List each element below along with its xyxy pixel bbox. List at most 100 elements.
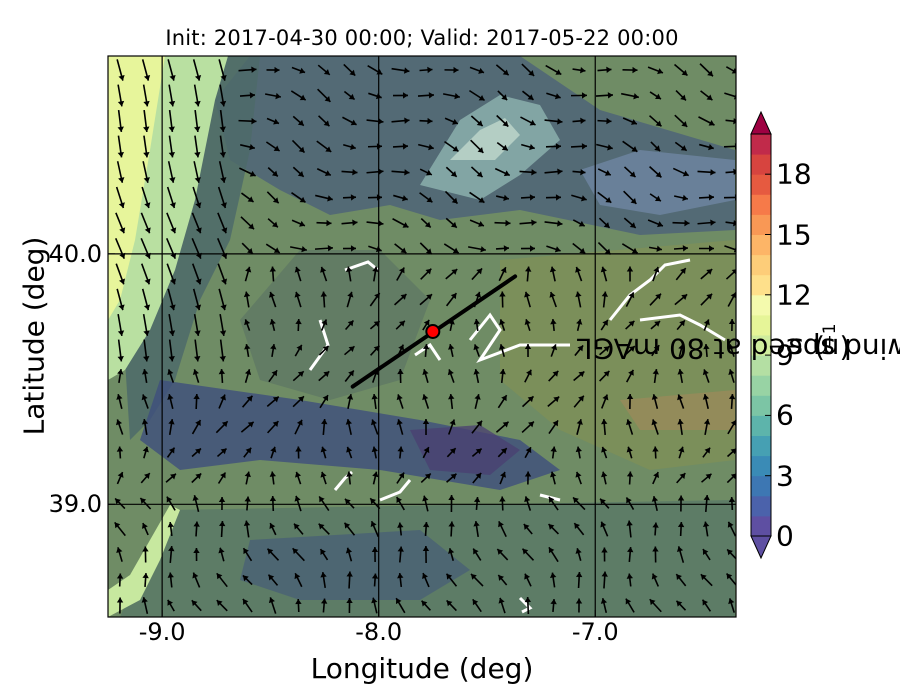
wind-vector-head <box>448 344 455 350</box>
wind-vector-head <box>168 100 176 107</box>
wind-vector-head <box>677 419 684 425</box>
wind-vector-head <box>327 245 333 252</box>
wind-vector-head <box>344 522 351 529</box>
wind-vector-head <box>219 126 226 132</box>
wind-vector-head <box>581 143 587 150</box>
wind-vector-head <box>350 245 356 252</box>
wind-vector-head <box>703 495 710 501</box>
wind-vector-head <box>168 546 175 552</box>
wind-vector-head <box>220 74 227 81</box>
wind-vector-head <box>503 194 509 201</box>
wind-vector-head <box>525 447 532 454</box>
wind-vector-head <box>684 219 690 227</box>
wind-vector-head <box>396 394 403 401</box>
wind-vector-head <box>727 549 733 556</box>
colorbar-bin <box>751 495 771 517</box>
site-marker <box>425 323 441 339</box>
wind-vector-head <box>473 319 481 325</box>
wind-vector-head <box>702 394 710 400</box>
wind-vector-head <box>326 219 332 227</box>
colorbar-bin <box>751 375 771 396</box>
wind-vector-head <box>626 266 634 272</box>
western-slope <box>125 56 260 440</box>
wind-vector-head <box>708 245 714 252</box>
wind-vector-head <box>524 597 532 603</box>
wind-vector-head <box>447 369 454 376</box>
wind-vector-head <box>525 266 532 272</box>
wind-vector-head <box>221 421 228 428</box>
wind-vector-head <box>349 69 356 76</box>
wind-vector-head <box>651 496 659 502</box>
wind-vector-head <box>550 319 557 325</box>
wind-vector-head <box>170 227 177 234</box>
wind-vector-head <box>144 278 151 285</box>
wind-vector-head <box>499 344 506 350</box>
wind-vector-head <box>733 117 736 125</box>
wind-vector-head <box>422 369 429 375</box>
wind-vector-head <box>117 356 124 362</box>
wind-vector-head <box>630 119 637 125</box>
wind-vector-head <box>680 145 687 151</box>
wind-vector-head <box>194 330 201 336</box>
wind-vector-head <box>450 221 457 228</box>
wind-vector-head <box>117 330 125 336</box>
wind-vector-head <box>299 196 306 203</box>
wind-vector-head <box>682 170 689 177</box>
wind-vector-head <box>529 143 535 151</box>
wind-vector-head <box>677 522 685 528</box>
wind-vector-head <box>428 92 434 99</box>
wind-vector-head <box>501 144 508 151</box>
wind-vector-head <box>143 330 150 336</box>
colorbar-bin <box>751 234 771 256</box>
wind-vector-head <box>397 522 404 528</box>
wind-vector-head <box>142 573 149 579</box>
wind-vector-head <box>273 145 280 152</box>
wind-vector-head <box>728 497 736 503</box>
wind-vector-head <box>398 472 405 479</box>
wind-vector-head <box>144 202 151 208</box>
wind-vector-head <box>195 202 202 208</box>
wind-vector-head <box>422 546 430 552</box>
wind-vector-head <box>323 120 330 127</box>
wind-vector-head <box>218 369 226 375</box>
wind-vector-head <box>575 446 582 453</box>
wind-vector-head <box>242 575 249 582</box>
wind-vector-head <box>272 221 278 228</box>
wind-vector-head <box>497 549 504 555</box>
colorbar-under-arrow <box>750 535 772 560</box>
wind-vector-head <box>554 246 561 253</box>
wind-vector-head <box>294 523 300 530</box>
wind-vector-head <box>117 100 125 107</box>
wind-vector-head <box>676 600 683 607</box>
wind-vector-head <box>371 573 379 579</box>
wind-vector-head <box>167 599 174 606</box>
wind-vector-head <box>143 304 151 311</box>
wind-vector-head <box>655 293 662 300</box>
wind-vector-head <box>220 472 226 479</box>
wind-vector-head <box>477 147 484 153</box>
wind-vector-head <box>243 291 251 298</box>
wind-vector-head <box>245 447 252 454</box>
wind-vector-head <box>626 573 634 579</box>
wind-vector-head <box>299 94 306 101</box>
wind-vector-head <box>452 145 459 152</box>
wind-vector-head <box>220 202 227 208</box>
wind-vector-head <box>295 599 302 605</box>
wind-vector-head <box>378 118 384 125</box>
wind-vector-head <box>629 222 636 228</box>
wind-vector-head <box>299 220 305 227</box>
wind-vector-head <box>478 197 485 203</box>
wind-vector-head <box>271 370 278 377</box>
wind-vector-head <box>706 269 713 275</box>
wind-vector-head <box>652 446 659 452</box>
colorbar-bin <box>751 455 771 477</box>
wind-vector-head <box>275 92 281 100</box>
colorbar-bin <box>751 174 771 195</box>
wind-vector-head <box>503 170 510 177</box>
wind-vector-head <box>601 419 608 425</box>
colorbar-bin <box>751 294 771 316</box>
wind-vector-head <box>320 471 327 478</box>
wind-vector-head <box>502 421 509 428</box>
wind-vector-head <box>606 117 612 125</box>
wind-vector-head <box>347 291 354 298</box>
